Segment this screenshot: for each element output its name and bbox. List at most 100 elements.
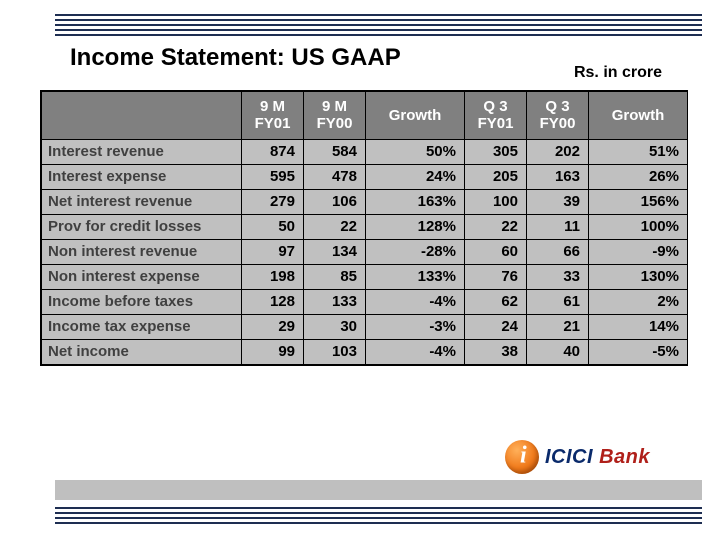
cell-value: 24 (465, 314, 527, 339)
cell-value: 50 (242, 214, 304, 239)
table-row: Income tax expense2930-3%242114% (42, 314, 688, 339)
row-label: Interest revenue (42, 139, 242, 164)
income-statement-table: 9 MFY019 MFY00GrowthQ 3FY01Q 3FY00Growth… (40, 90, 688, 366)
cell-value: 100 (465, 189, 527, 214)
row-label: Net income (42, 339, 242, 364)
row-label: Prov for credit losses (42, 214, 242, 239)
row-label: Income before taxes (42, 289, 242, 314)
cell-value: -4% (366, 289, 465, 314)
cell-value: -28% (366, 239, 465, 264)
table-header-row: 9 MFY019 MFY00GrowthQ 3FY01Q 3FY00Growth (42, 92, 688, 140)
cell-value: 85 (304, 264, 366, 289)
cell-value: 76 (465, 264, 527, 289)
table-row: Interest expense59547824%20516326% (42, 164, 688, 189)
cell-value: 133 (304, 289, 366, 314)
cell-value: 40 (527, 339, 589, 364)
unit-label: Rs. in crore (574, 64, 662, 82)
cell-value: 51% (589, 139, 688, 164)
cell-value: 11 (527, 214, 589, 239)
cell-value: -9% (589, 239, 688, 264)
cell-value: 128 (242, 289, 304, 314)
brand-logo: ICICI Bank (505, 440, 650, 474)
rule-line (55, 29, 702, 31)
row-label: Net interest revenue (42, 189, 242, 214)
table-row: Prov for credit losses5022128%2211100% (42, 214, 688, 239)
column-header: Q 3FY01 (465, 92, 527, 140)
column-header: Q 3FY00 (527, 92, 589, 140)
column-header: 9 MFY01 (242, 92, 304, 140)
logo-secondary: Bank (593, 446, 650, 468)
rule-line (55, 507, 702, 509)
cell-value: 595 (242, 164, 304, 189)
row-label: Income tax expense (42, 314, 242, 339)
cell-value: 61 (527, 289, 589, 314)
cell-value: 24% (366, 164, 465, 189)
cell-value: 205 (465, 164, 527, 189)
table-row: Interest revenue87458450%30520251% (42, 139, 688, 164)
cell-value: 62 (465, 289, 527, 314)
table-row: Net interest revenue279106163%10039156% (42, 189, 688, 214)
rule-line (55, 24, 702, 26)
cell-value: 39 (527, 189, 589, 214)
cell-value: 156% (589, 189, 688, 214)
table-row: Net income99103-4%3840-5% (42, 339, 688, 364)
footer-bar (55, 480, 702, 500)
table-row: Income before taxes128133-4%62612% (42, 289, 688, 314)
page-title: Income Statement: US GAAP (70, 44, 401, 72)
cell-value: 279 (242, 189, 304, 214)
rule-line (55, 512, 702, 514)
rule-line (55, 522, 702, 524)
logo-text: ICICI Bank (545, 446, 650, 469)
logo-primary: ICICI (545, 446, 593, 468)
cell-value: 33 (527, 264, 589, 289)
cell-value: 106 (304, 189, 366, 214)
cell-value: 134 (304, 239, 366, 264)
cell-value: 584 (304, 139, 366, 164)
cell-value: 60 (465, 239, 527, 264)
cell-value: 97 (242, 239, 304, 264)
bottom-rule-group (55, 507, 702, 524)
column-header: 9 MFY00 (304, 92, 366, 140)
row-label: Interest expense (42, 164, 242, 189)
cell-value: 163 (527, 164, 589, 189)
table-row: Non interest expense19885133%7633130% (42, 264, 688, 289)
rule-line (55, 34, 702, 36)
cell-value: -4% (366, 339, 465, 364)
cell-value: 22 (304, 214, 366, 239)
cell-value: 128% (366, 214, 465, 239)
cell-value: 198 (242, 264, 304, 289)
cell-value: 874 (242, 139, 304, 164)
table-row: Non interest revenue97134-28%6066-9% (42, 239, 688, 264)
column-header (42, 92, 242, 140)
column-header: Growth (366, 92, 465, 140)
cell-value: 133% (366, 264, 465, 289)
cell-value: 163% (366, 189, 465, 214)
cell-value: 14% (589, 314, 688, 339)
rule-line (55, 19, 702, 21)
cell-value: 99 (242, 339, 304, 364)
cell-value: 2% (589, 289, 688, 314)
cell-value: -5% (589, 339, 688, 364)
rule-line (55, 517, 702, 519)
row-label: Non interest expense (42, 264, 242, 289)
cell-value: 22 (465, 214, 527, 239)
cell-value: 21 (527, 314, 589, 339)
cell-value: 478 (304, 164, 366, 189)
cell-value: 50% (366, 139, 465, 164)
cell-value: 130% (589, 264, 688, 289)
rule-line (55, 14, 702, 16)
cell-value: -3% (366, 314, 465, 339)
cell-value: 305 (465, 139, 527, 164)
cell-value: 100% (589, 214, 688, 239)
cell-value: 66 (527, 239, 589, 264)
cell-value: 29 (242, 314, 304, 339)
top-rule-group (55, 14, 702, 36)
cell-value: 30 (304, 314, 366, 339)
cell-value: 202 (527, 139, 589, 164)
column-header: Growth (589, 92, 688, 140)
logo-badge-icon (505, 440, 539, 474)
row-label: Non interest revenue (42, 239, 242, 264)
cell-value: 38 (465, 339, 527, 364)
cell-value: 26% (589, 164, 688, 189)
cell-value: 103 (304, 339, 366, 364)
